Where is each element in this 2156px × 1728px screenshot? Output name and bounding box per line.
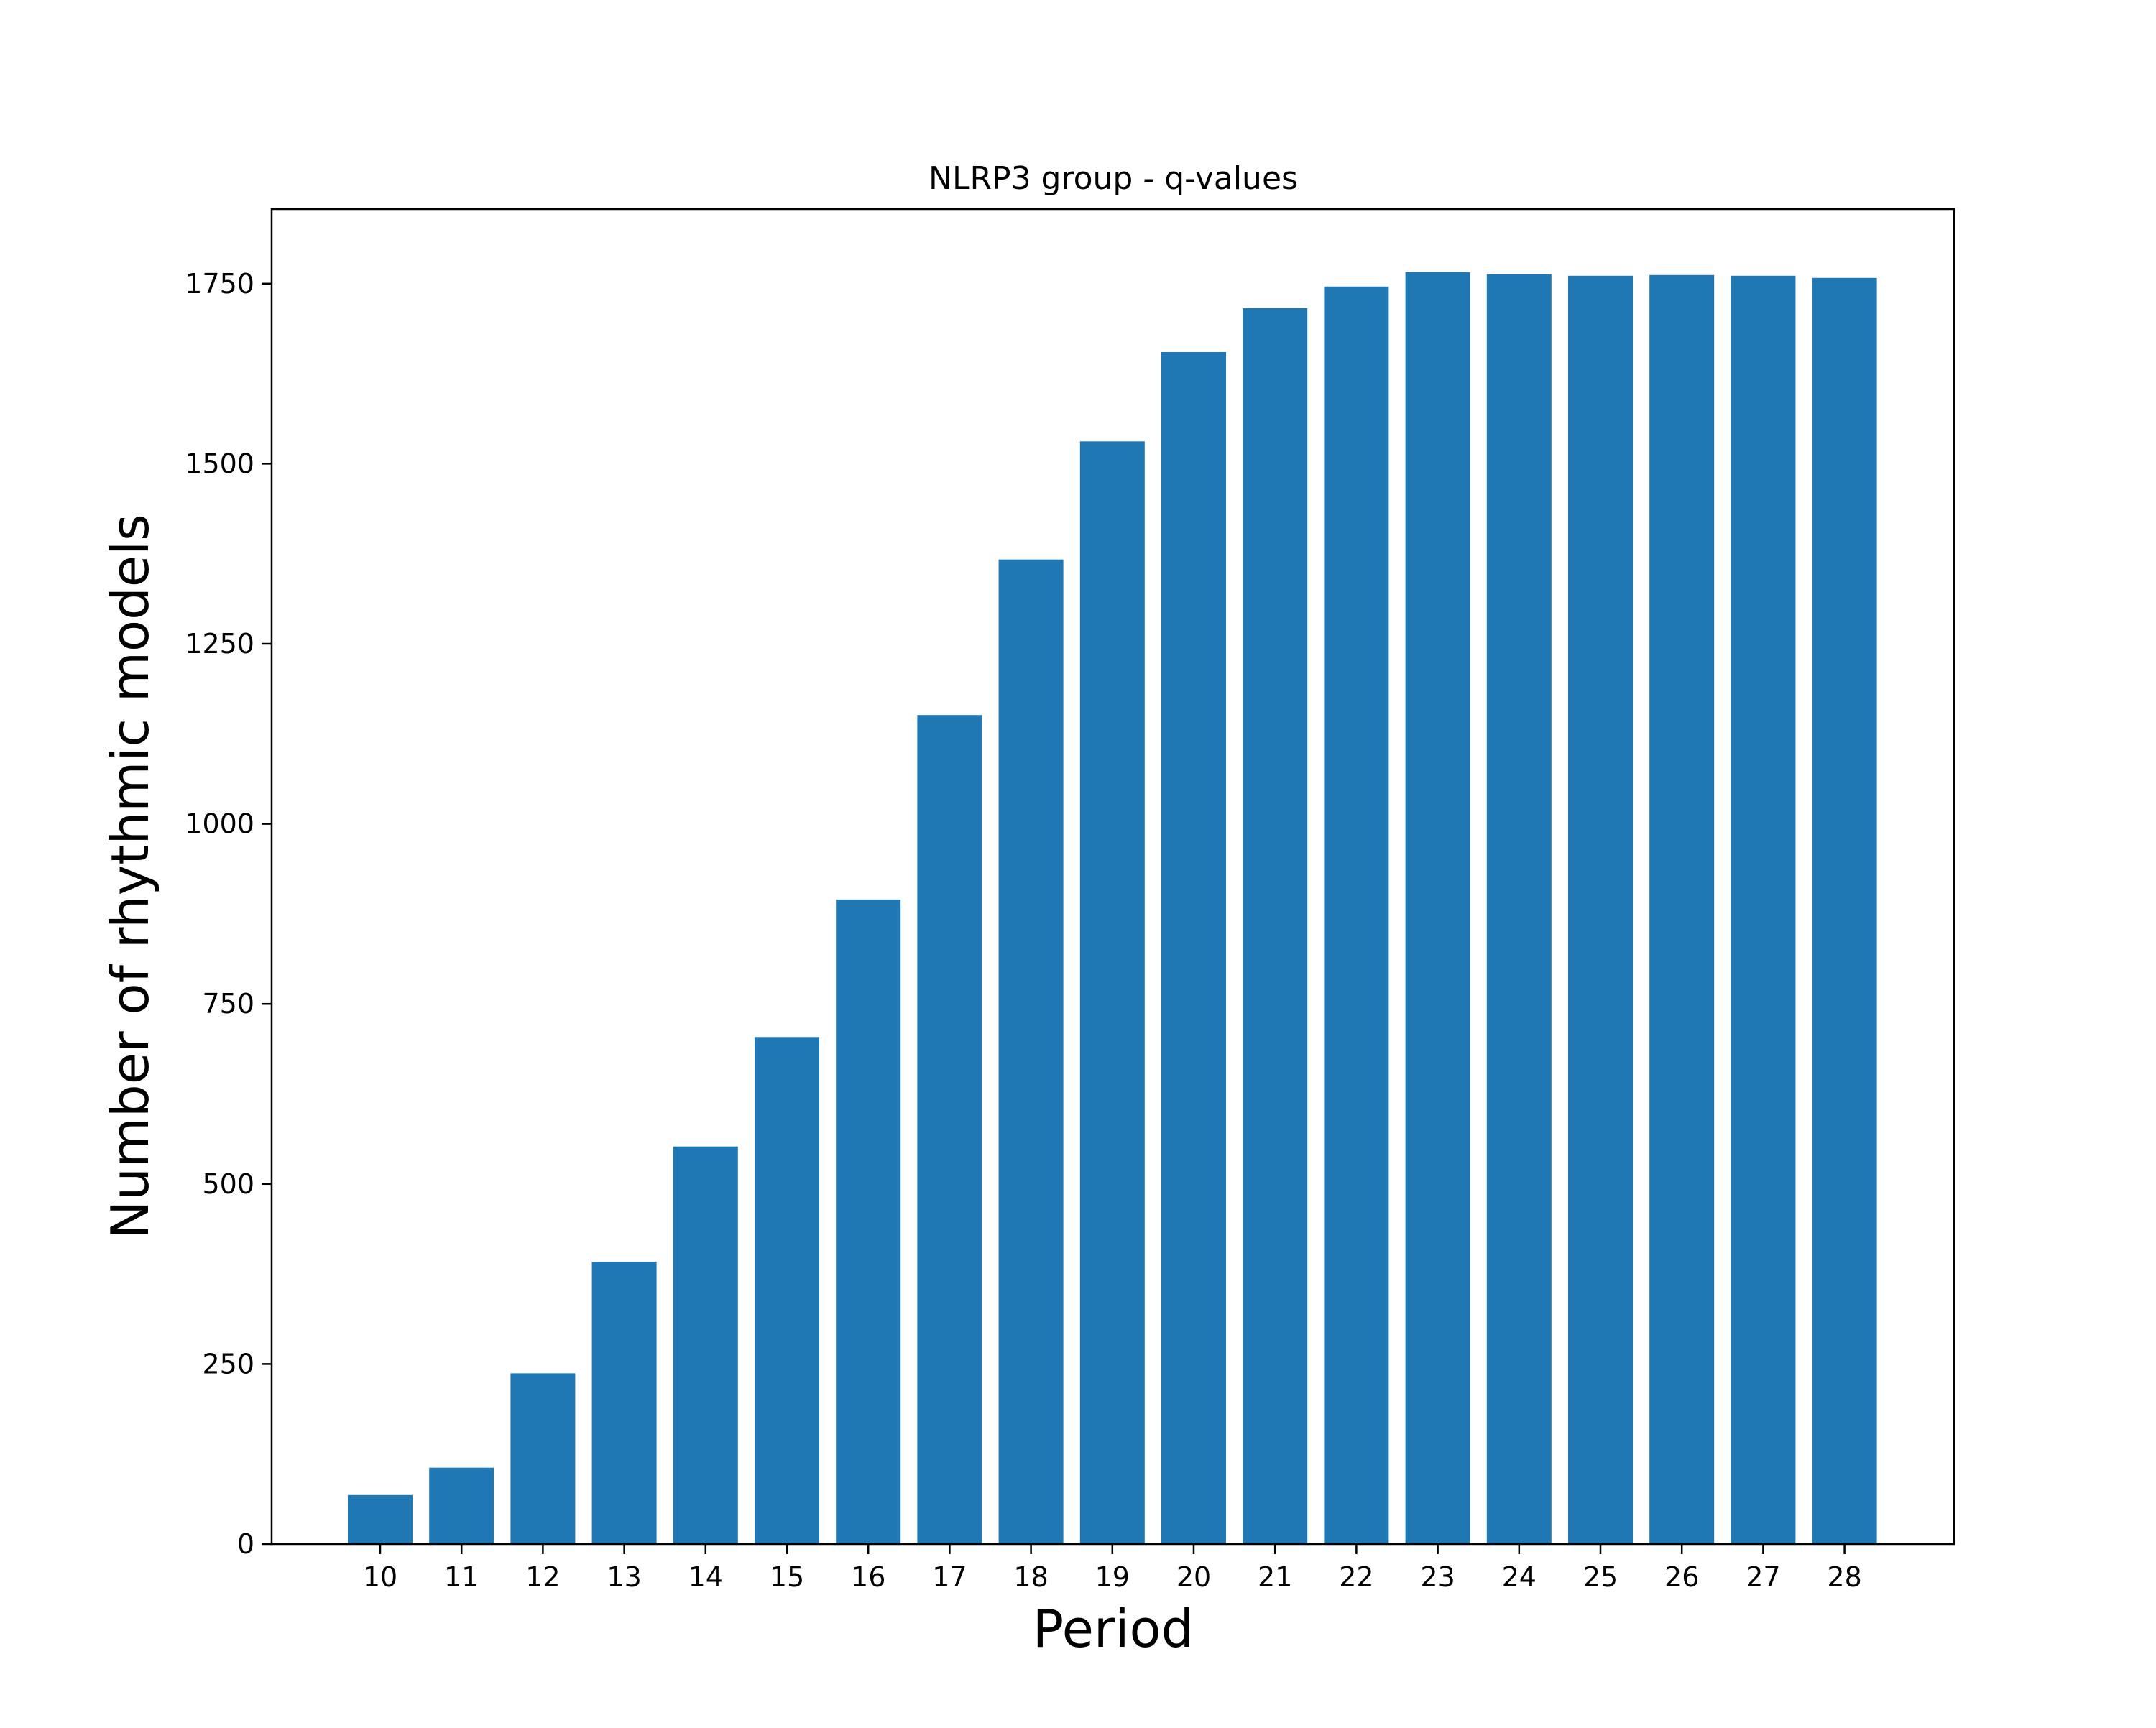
y-tick-label: 1750 — [185, 268, 254, 300]
x-tick-label: 19 — [1095, 1561, 1130, 1593]
x-tick-label: 28 — [1827, 1561, 1861, 1593]
x-tick-label: 22 — [1339, 1561, 1373, 1593]
x-tick-label: 14 — [688, 1561, 723, 1593]
x-tick-label: 11 — [444, 1561, 479, 1593]
bar-27 — [1731, 275, 1796, 1544]
chart-title: NLRP3 group - q-values — [929, 160, 1298, 197]
x-tick-label: 13 — [607, 1561, 641, 1593]
x-tick-label: 12 — [525, 1561, 560, 1593]
y-tick-label: 1500 — [185, 448, 254, 479]
x-tick-label: 17 — [932, 1561, 967, 1593]
bar-21 — [1243, 308, 1308, 1544]
bar-28 — [1812, 277, 1877, 1544]
x-tick-label: 23 — [1420, 1561, 1455, 1593]
bar-13 — [591, 1262, 657, 1544]
x-tick-label: 24 — [1502, 1561, 1537, 1593]
x-tick-label: 27 — [1746, 1561, 1780, 1593]
x-tick-label: 18 — [1013, 1561, 1048, 1593]
bar-10 — [348, 1494, 413, 1544]
x-tick-label: 21 — [1258, 1561, 1292, 1593]
y-tick-label: 750 — [202, 988, 254, 1020]
y-tick-label: 1250 — [185, 628, 254, 660]
bar-15 — [755, 1037, 819, 1544]
x-tick-label: 15 — [770, 1561, 804, 1593]
bar-18 — [998, 559, 1064, 1545]
bar-24 — [1486, 274, 1552, 1544]
x-tick-label: 26 — [1664, 1561, 1699, 1593]
y-tick-label: 500 — [202, 1168, 254, 1200]
bar-23 — [1405, 272, 1470, 1544]
y-tick-label: 1000 — [185, 808, 254, 840]
y-tick-label: 250 — [202, 1348, 254, 1380]
x-tick-label: 16 — [851, 1561, 885, 1593]
bar-11 — [429, 1467, 494, 1544]
bar-16 — [836, 899, 901, 1544]
bar-17 — [917, 715, 982, 1545]
bar-14 — [673, 1146, 738, 1544]
x-tick-label: 10 — [363, 1561, 397, 1593]
bar-12 — [510, 1373, 576, 1544]
bar-26 — [1649, 274, 1715, 1544]
y-axis-label: Number of rhythmic models — [100, 514, 160, 1239]
y-tick-label: 0 — [237, 1528, 254, 1560]
x-axis-label: Period — [1033, 1599, 1194, 1659]
y-axis: 0 250 500 750 1000 1250 1500 1750 — [185, 268, 272, 1560]
bar-20 — [1161, 352, 1226, 1544]
bar-25 — [1568, 275, 1633, 1544]
bars-group — [348, 272, 1877, 1545]
bar-22 — [1324, 286, 1389, 1544]
x-tick-label: 20 — [1176, 1561, 1211, 1593]
x-axis: 10 11 12 13 14 15 16 17 18 19 20 21 22 23 24 25 26 27 28 — [363, 1544, 1862, 1593]
bar-19 — [1079, 441, 1145, 1544]
x-tick-label: 25 — [1583, 1561, 1618, 1593]
